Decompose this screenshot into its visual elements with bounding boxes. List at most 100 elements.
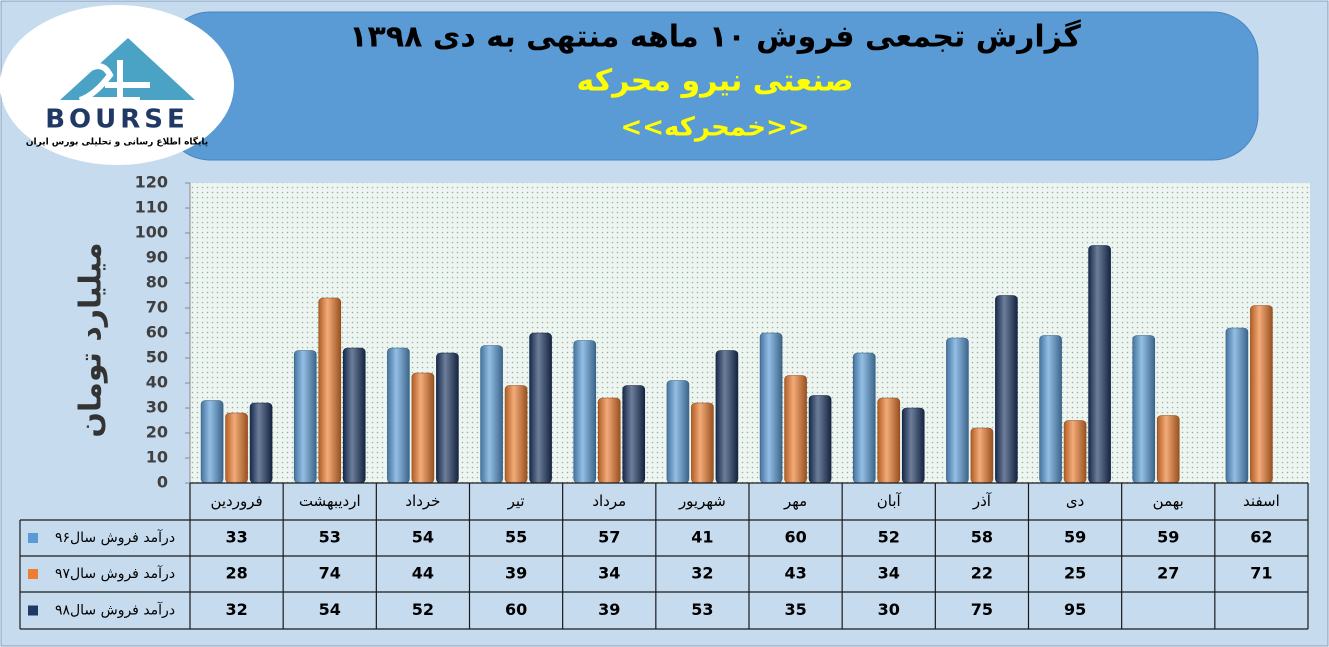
- y-tick-label: 100: [135, 223, 168, 242]
- table-value: 52: [878, 528, 900, 547]
- y-tick-label: 50: [146, 348, 168, 367]
- table-value: 27: [1157, 564, 1179, 583]
- legend-label: درآمد فروش سال۹۶: [55, 529, 175, 546]
- y-tick-label: 80: [146, 273, 168, 292]
- table-value: 59: [1064, 528, 1086, 547]
- logo-tagline: پایگاه اطلاع رسانی و تحلیلی بورس ایران: [26, 136, 208, 148]
- table-value: 28: [225, 564, 247, 583]
- table-value: 60: [784, 528, 806, 547]
- table-value: 95: [1064, 600, 1086, 619]
- table-value: 74: [319, 564, 341, 583]
- logo-shape: [60, 38, 195, 100]
- table-value: 35: [784, 600, 806, 619]
- x-tick-label: اسفند: [1243, 492, 1280, 510]
- table-value: 30: [878, 600, 900, 619]
- table-value: 55: [505, 528, 527, 547]
- table-value: 54: [412, 528, 434, 547]
- bar: [597, 397, 621, 484]
- legend-swatch: [28, 605, 38, 616]
- bar: [970, 427, 994, 484]
- table-value: 58: [971, 528, 993, 547]
- table-value: 34: [878, 564, 900, 583]
- y-tick-label: 20: [146, 423, 168, 442]
- bar: [995, 295, 1018, 484]
- table-value: 57: [598, 528, 620, 547]
- bar: [318, 297, 342, 484]
- bar: [1225, 327, 1249, 484]
- chart-subtitle: صنعتی نیرو محرکه: [577, 64, 854, 99]
- y-tick-label: 120: [135, 173, 168, 192]
- x-tick-label: شهریور: [678, 492, 726, 510]
- table-value: 62: [1250, 528, 1272, 547]
- y-tick-label: 90: [146, 248, 168, 267]
- x-tick-label: آبان: [877, 492, 902, 510]
- table-value: 39: [598, 600, 620, 619]
- x-tick-label: دی: [1066, 492, 1084, 510]
- bar: [691, 402, 714, 484]
- bar: [1039, 335, 1062, 484]
- bar: [436, 352, 459, 484]
- x-tick-label: تیر: [507, 492, 525, 510]
- y-tick-label: 60: [146, 323, 168, 342]
- x-tick-label: اردیبهشت: [299, 492, 361, 510]
- table-value: 54: [319, 600, 341, 619]
- bar: [1088, 245, 1111, 484]
- y-tick-label: 70: [146, 298, 168, 317]
- logo-brand: BOURSE: [45, 105, 189, 135]
- table-value: 39: [505, 564, 527, 583]
- bar: [480, 345, 503, 484]
- bar: [877, 397, 901, 484]
- y-tick-label: 30: [146, 398, 168, 417]
- chart-title: گزارش تجمعی فروش ۱۰ ماهه منتهی به دی ۱۳۹…: [349, 19, 1081, 55]
- bar: [1063, 420, 1087, 484]
- bar: [293, 350, 317, 484]
- bar: [784, 375, 807, 484]
- table-value: 53: [319, 528, 341, 547]
- table-value: 53: [691, 600, 713, 619]
- bar: [200, 400, 224, 484]
- bar: [504, 385, 528, 484]
- x-tick-label: مهر: [783, 492, 807, 510]
- legend-label: درآمد فروش سال۹۷: [55, 565, 175, 582]
- table-value: 75: [971, 600, 993, 619]
- y-axis-label: میلیارد تومان: [74, 242, 109, 437]
- logo-mark: [72, 60, 150, 103]
- bar: [1250, 305, 1273, 484]
- bar: [622, 385, 646, 484]
- table-value: 32: [225, 600, 247, 619]
- bar: [411, 372, 435, 484]
- x-tick-label: فروردین: [210, 492, 262, 510]
- table-value: 71: [1250, 564, 1272, 583]
- bar: [1132, 335, 1156, 484]
- x-tick-label: بهمن: [1153, 492, 1184, 510]
- bar: [249, 402, 273, 484]
- legend-swatch: [28, 569, 38, 579]
- table-value: 32: [691, 564, 713, 583]
- bar: [759, 332, 783, 484]
- y-tick-label: 40: [146, 373, 168, 392]
- bar: [666, 380, 690, 484]
- x-tick-label: خرداد: [405, 492, 440, 510]
- table-value: 33: [225, 528, 247, 547]
- x-tick-label: مرداد: [592, 492, 626, 510]
- bar: [573, 340, 597, 484]
- bar: [387, 347, 410, 484]
- bar: [715, 350, 739, 484]
- table-value: 41: [691, 528, 713, 547]
- table-value: 44: [412, 564, 434, 583]
- table-value: 22: [971, 564, 993, 583]
- bar: [529, 332, 552, 484]
- bar: [852, 352, 876, 484]
- bar: [225, 412, 248, 484]
- table-value: 52: [412, 600, 434, 619]
- y-tick-label: 0: [157, 473, 168, 492]
- plot-area: [190, 183, 1310, 483]
- y-tick-label: 10: [146, 448, 168, 467]
- x-tick-label: آذر: [972, 492, 992, 510]
- bar: [946, 337, 969, 484]
- legend-swatch: [28, 533, 38, 543]
- bar: [342, 347, 366, 484]
- table-value: 34: [598, 564, 620, 583]
- chart-symbol: <<خمحرکه>>: [620, 113, 809, 143]
